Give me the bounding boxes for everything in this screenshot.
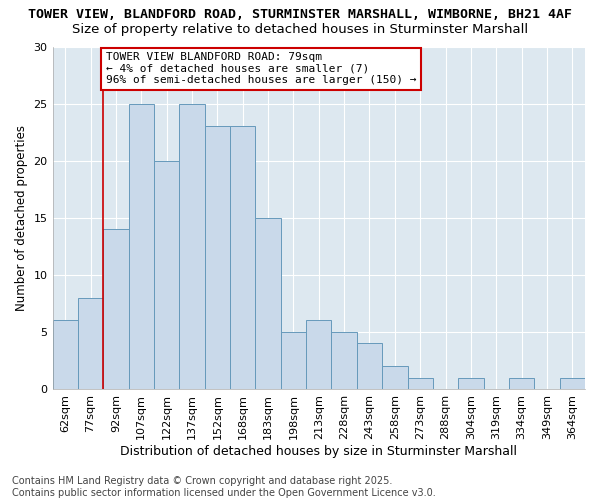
X-axis label: Distribution of detached houses by size in Sturminster Marshall: Distribution of detached houses by size … (120, 444, 517, 458)
Y-axis label: Number of detached properties: Number of detached properties (15, 124, 28, 310)
Bar (357, 344, 382, 389)
Bar (179, 104, 205, 389)
Bar (458, 378, 484, 389)
Bar (205, 126, 230, 389)
Bar (331, 332, 357, 389)
Bar (306, 320, 331, 389)
Bar (230, 126, 256, 389)
Text: TOWER VIEW, BLANDFORD ROAD, STURMINSTER MARSHALL, WIMBORNE, BH21 4AF: TOWER VIEW, BLANDFORD ROAD, STURMINSTER … (28, 8, 572, 20)
Bar (103, 229, 128, 389)
Bar (509, 378, 534, 389)
Text: Contains HM Land Registry data © Crown copyright and database right 2025.
Contai: Contains HM Land Registry data © Crown c… (12, 476, 436, 498)
Bar (53, 320, 78, 389)
Text: TOWER VIEW BLANDFORD ROAD: 79sqm
← 4% of detached houses are smaller (7)
96% of : TOWER VIEW BLANDFORD ROAD: 79sqm ← 4% of… (106, 52, 416, 86)
Bar (281, 332, 306, 389)
Bar (382, 366, 407, 389)
Bar (128, 104, 154, 389)
Bar (560, 378, 585, 389)
Bar (78, 298, 103, 389)
Bar (256, 218, 281, 389)
Text: Size of property relative to detached houses in Sturminster Marshall: Size of property relative to detached ho… (72, 22, 528, 36)
Bar (154, 160, 179, 389)
Bar (407, 378, 433, 389)
